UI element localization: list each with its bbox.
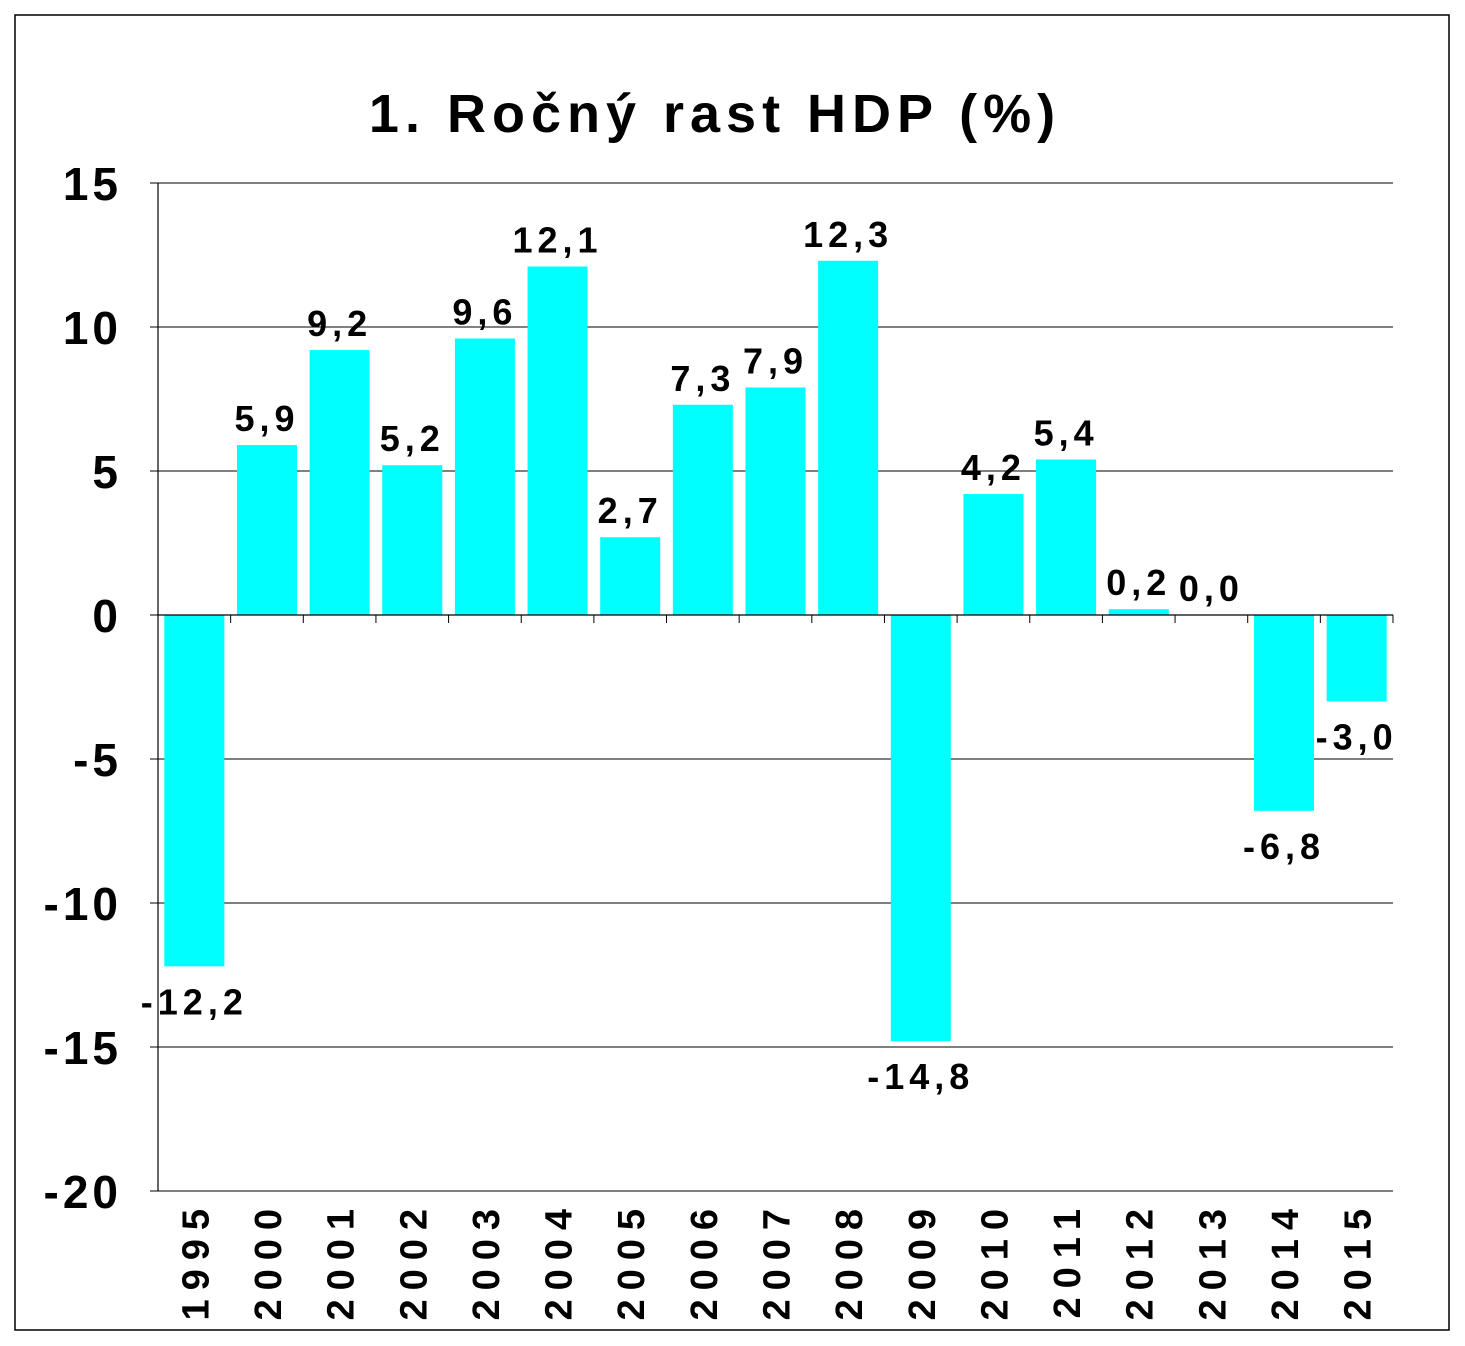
x-tick-label: 2000 xyxy=(248,1200,290,1321)
x-tick-label: 2015 xyxy=(1338,1200,1380,1321)
y-tick-label: 5 xyxy=(92,446,122,498)
data-label: 5,4 xyxy=(1034,412,1099,453)
bar-2004 xyxy=(527,266,588,615)
x-tick-label: 2008 xyxy=(829,1200,871,1321)
data-label: 5,2 xyxy=(380,418,445,459)
data-label: 9,2 xyxy=(307,303,372,344)
bar-2008 xyxy=(818,260,879,615)
x-tick-label: 2011 xyxy=(1047,1200,1089,1318)
bar-2014 xyxy=(1254,615,1315,811)
data-label: 9,6 xyxy=(452,292,517,333)
bar-2000 xyxy=(236,445,297,615)
data-label: 4,2 xyxy=(961,447,1026,488)
x-tick-label: 2013 xyxy=(1192,1200,1234,1321)
x-tick-label: 2005 xyxy=(611,1200,653,1321)
data-label: -6,8 xyxy=(1243,826,1325,867)
data-label: 0,0 xyxy=(1179,568,1244,609)
x-tick-label: 2004 xyxy=(539,1200,581,1321)
bar-2007 xyxy=(745,387,806,615)
x-tick-label: 2002 xyxy=(393,1200,435,1321)
bar-2015 xyxy=(1326,615,1387,702)
bar-2010 xyxy=(963,494,1024,615)
x-tick-label: 2010 xyxy=(974,1200,1016,1321)
bar-1995 xyxy=(164,615,225,967)
data-label: -12,2 xyxy=(141,981,248,1022)
data-label: 12,3 xyxy=(803,214,893,255)
bar-2006 xyxy=(672,404,733,615)
bar-2003 xyxy=(454,338,515,615)
x-tick-label: 2007 xyxy=(757,1200,799,1321)
x-tick-label: 2014 xyxy=(1265,1200,1307,1321)
bar-2012 xyxy=(1108,609,1169,615)
x-tick-label: 2003 xyxy=(466,1200,508,1321)
y-tick-label: 0 xyxy=(92,590,122,642)
data-label: -14,8 xyxy=(867,1056,974,1097)
data-label: 12,1 xyxy=(513,220,603,261)
data-label: -3,0 xyxy=(1316,716,1398,757)
data-label: 7,9 xyxy=(743,340,808,381)
x-tick-label: 2012 xyxy=(1120,1200,1162,1321)
bar-2011 xyxy=(1036,459,1097,615)
axes: 15 10 5 0 -5 -10 -15 -20 1995 2000 2001 2002 2003 200… xyxy=(44,158,1394,1321)
data-label: 0,2 xyxy=(1106,562,1171,603)
y-tick-label: 15 xyxy=(63,158,122,210)
y-tick-label: 10 xyxy=(63,302,122,354)
data-label: 7,3 xyxy=(670,358,735,399)
x-tick-label: 1995 xyxy=(175,1200,217,1321)
y-tick-label: -15 xyxy=(44,1022,122,1074)
x-tick-label: 2009 xyxy=(902,1200,944,1321)
data-label: 5,9 xyxy=(234,398,299,439)
x-tick-label: 2001 xyxy=(321,1200,363,1321)
data-label: 2,7 xyxy=(598,490,663,531)
x-tick-label: 2006 xyxy=(684,1200,726,1321)
y-tick-label: -5 xyxy=(73,734,122,786)
bar-2005 xyxy=(600,537,661,615)
bar-2002 xyxy=(382,465,443,615)
bar-2009 xyxy=(890,615,951,1042)
y-tick-label: -10 xyxy=(44,878,122,930)
bar-2001 xyxy=(309,350,370,615)
bars xyxy=(164,260,1387,1042)
chart-frame xyxy=(14,14,1450,1331)
data-labels: -12,2 5,9 9,2 5,2 9,6 12,1 2,7 7,3 7,9 12,3 -14,8 4… xyxy=(141,214,1398,1097)
chart-title: 1. Ročný rast HDP (%) xyxy=(369,84,1061,144)
y-tick-label: -20 xyxy=(44,1166,122,1218)
